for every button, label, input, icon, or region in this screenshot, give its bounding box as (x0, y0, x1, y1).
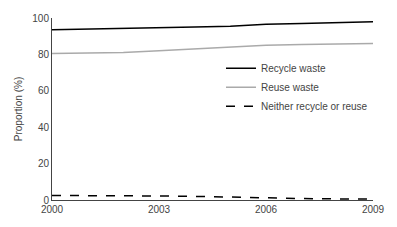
svg-text:2006: 2006 (255, 204, 278, 215)
svg-text:20: 20 (38, 158, 50, 169)
svg-text:Reuse waste: Reuse waste (261, 82, 319, 93)
svg-text:0: 0 (43, 195, 49, 206)
svg-text:2009: 2009 (362, 204, 385, 215)
svg-text:Neither recycle or reuse: Neither recycle or reuse (261, 101, 368, 112)
svg-text:100: 100 (32, 13, 49, 24)
svg-text:Proportion (%): Proportion (%) (13, 77, 24, 141)
svg-text:40: 40 (38, 122, 50, 133)
svg-text:Recycle waste: Recycle waste (261, 63, 326, 74)
svg-text:2003: 2003 (148, 204, 171, 215)
svg-text:60: 60 (38, 85, 50, 96)
svg-text:80: 80 (38, 49, 50, 60)
svg-text:2000: 2000 (41, 204, 64, 215)
